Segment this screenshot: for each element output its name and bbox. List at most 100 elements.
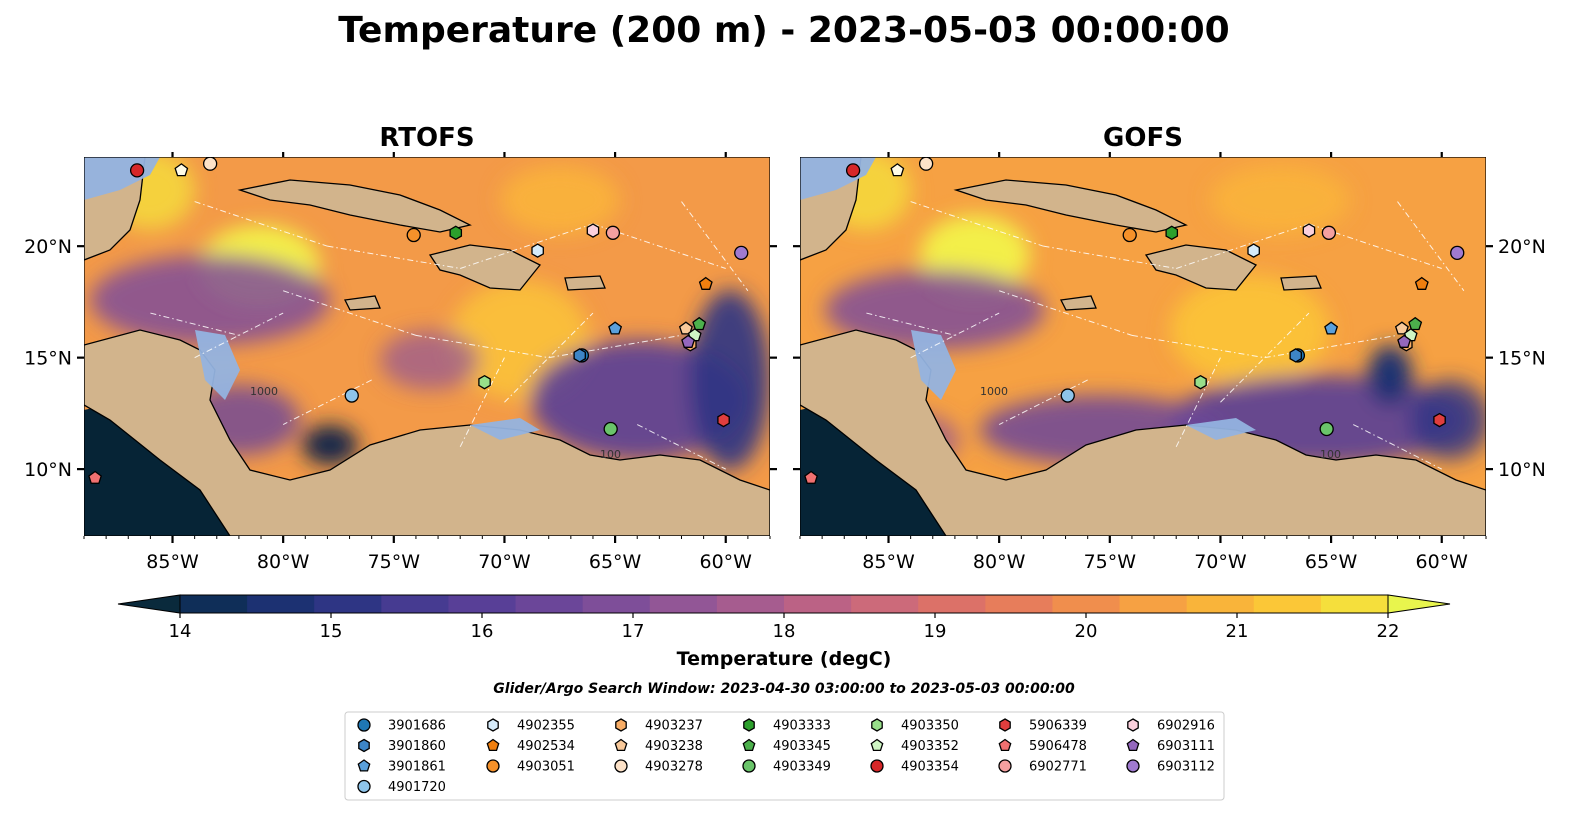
colorbar: 14 15 16 17 18 19 20 21 22 <box>117 594 1451 642</box>
colorbar-tick-label-2: 16 <box>471 621 494 642</box>
lon-tick-label-gofs-4: 65°W <box>1305 551 1358 573</box>
lat-tick-label-rtofs-1: 15°N <box>24 348 72 370</box>
float-marker-4903333 <box>449 225 463 241</box>
colorbar-tick-label-5: 19 <box>924 621 947 642</box>
colorbar-bin <box>314 595 382 613</box>
colorbar-label: Temperature (degC) <box>677 648 892 670</box>
legend-label-4903237: 4903237 <box>645 719 703 734</box>
legend-label-4903354: 4903354 <box>901 760 959 775</box>
float-marker-6903112 <box>734 245 749 261</box>
float-marker-3901860 <box>1289 348 1302 363</box>
float-marker-6902771 <box>1321 225 1337 240</box>
lon-tick-label-rtofs-2: 75°W <box>368 551 421 573</box>
legend-marker-5906339 <box>999 718 1011 732</box>
colorbar-bin <box>1320 595 1389 613</box>
legend-label-3901686: 3901686 <box>388 719 446 734</box>
colorbar-bin <box>649 595 718 613</box>
float-marker-4902355 <box>1247 243 1260 258</box>
float-markers-gofs <box>804 157 1465 484</box>
float-marker-5906478 <box>88 470 102 484</box>
colorbar-bin <box>515 595 584 613</box>
contour-label-100-gofs: 100 <box>1320 448 1341 461</box>
axis-ticks-gofs: 85°W 80°W 75°W 70°W 65°W 60°W 10°N 15°N 20°N <box>793 152 1546 573</box>
colorbar-bin <box>918 595 986 613</box>
map-panel-rtofs: RTOFS <box>24 123 777 573</box>
legend-marker-5906478 <box>998 738 1012 752</box>
panel-title-gofs: GOFS <box>1103 123 1183 153</box>
float-marker-6902916 <box>586 223 600 238</box>
legend-marker-4903278 <box>614 759 628 773</box>
float-marker-6902916 <box>1302 223 1316 238</box>
colorbar-extend-max <box>1387 594 1451 614</box>
lon-tick-label-gofs-5: 60°W <box>1416 551 1469 573</box>
float-marker-4902355 <box>531 243 544 258</box>
float-marker-5906339 <box>717 412 730 428</box>
legend-label-4903352: 4903352 <box>901 739 959 754</box>
legend-marker-3901686 <box>357 718 371 732</box>
legend-marker-4903354 <box>870 759 884 773</box>
float-marker-4903333 <box>1165 225 1179 241</box>
legend-label-4903051: 4903051 <box>517 760 575 775</box>
contour-label-1000-gofs: 1000 <box>980 385 1008 398</box>
float-marker-5906339 <box>1433 412 1446 428</box>
legend-label-5906478: 5906478 <box>1029 739 1087 754</box>
legend-marker-4903333 <box>743 718 755 732</box>
legend-marker-4903349 <box>742 759 756 773</box>
float-marker-4903345 <box>692 316 707 331</box>
legend-label-4903238: 4903238 <box>645 739 703 754</box>
lat-tick-label-gofs-0: 10°N <box>1498 459 1546 481</box>
colorbar-tick-label-0: 14 <box>169 621 192 642</box>
lon-tick-label-rtofs-1: 80°W <box>257 551 310 573</box>
legend-marker-6903111 <box>1126 738 1140 752</box>
colorbar-bin <box>1052 595 1121 613</box>
legend-marker-6902916 <box>1127 718 1139 732</box>
legend-frame <box>344 711 1225 801</box>
colorbar-bin <box>716 595 785 613</box>
boundary-lines-rtofs <box>150 201 749 470</box>
legend-label-6903111: 6903111 <box>1157 739 1215 754</box>
lat-tick-label-gofs-2: 20°N <box>1498 236 1546 258</box>
legend-marker-4902534 <box>486 738 500 752</box>
colorbar-tick-label-7: 21 <box>1226 621 1249 642</box>
float-marker-4902534 <box>698 276 713 290</box>
colorbar-bin <box>582 595 651 613</box>
legend-marker-4903238 <box>614 738 628 752</box>
float-marker-6903112 <box>1450 245 1465 261</box>
colorbar-bin <box>1186 595 1255 613</box>
legend-marker-4903352 <box>870 738 884 752</box>
legend-label-4903333: 4903333 <box>773 719 831 734</box>
legend-marker-4902355 <box>487 718 499 732</box>
legend-marker-3901861 <box>357 759 371 772</box>
colorbar-tick-label-8: 22 <box>1377 621 1400 642</box>
float-markers-rtofs <box>88 157 749 484</box>
lon-tick-label-gofs-0: 85°W <box>862 551 915 573</box>
legend-label-4901720: 4901720 <box>388 780 446 795</box>
figure-title: Temperature (200 m) - 2023-05-03 00:00:0… <box>338 10 1229 51</box>
legend-label-4903345: 4903345 <box>773 739 831 754</box>
colorbar-tick-label-1: 15 <box>320 621 343 642</box>
colorbar-bin <box>1119 595 1188 613</box>
contour-label-1000-rtofs: 1000 <box>250 385 278 398</box>
legend-label-5906339: 5906339 <box>1029 719 1087 734</box>
panel-title-rtofs: RTOFS <box>379 123 474 153</box>
float-marker-marker-pentagon-white <box>890 163 905 177</box>
float-marker-3901861 <box>608 321 623 335</box>
colorbar-tick-label-3: 17 <box>622 621 645 642</box>
legend-label-6902771: 6902771 <box>1029 760 1087 775</box>
float-marker-marker-pentagon-white <box>174 163 189 177</box>
legend-marker-4903237 <box>615 718 627 732</box>
lat-tick-label-rtofs-0: 10°N <box>24 459 72 481</box>
colorbar-bin <box>851 595 919 613</box>
colorbar-bin <box>1253 595 1322 613</box>
legend-marker-4901720 <box>357 779 371 794</box>
float-marker-4903350 <box>1194 374 1207 390</box>
float-marker-4901720 <box>1060 388 1075 403</box>
legend-label-4903350: 4903350 <box>901 719 959 734</box>
lat-tick-label-rtofs-2: 20°N <box>24 236 72 258</box>
float-marker-3901861 <box>1324 321 1339 335</box>
lon-tick-label-rtofs-5: 60°W <box>700 551 753 573</box>
float-legend: 3901686 3901860 3901861 4901720 4902355 49025… <box>344 711 1225 801</box>
float-marker-4903350 <box>478 374 491 390</box>
legend-label-4903278: 4903278 <box>645 760 703 775</box>
